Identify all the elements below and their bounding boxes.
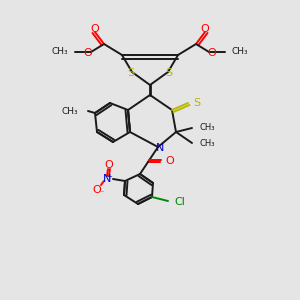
Text: O: O (84, 48, 92, 58)
Text: O: O (93, 185, 101, 195)
Text: S: S (128, 68, 135, 78)
Text: CH₃: CH₃ (232, 47, 249, 56)
Text: O: O (208, 48, 216, 58)
Text: CH₃: CH₃ (51, 47, 68, 56)
Text: S: S (165, 68, 172, 78)
Text: O: O (165, 156, 174, 166)
Text: O: O (105, 160, 113, 170)
Text: Cl: Cl (174, 197, 185, 207)
Text: N: N (156, 143, 164, 153)
Text: O: O (201, 24, 209, 34)
Text: +: + (106, 174, 112, 180)
Text: O: O (91, 24, 99, 34)
Text: N: N (103, 174, 111, 184)
Text: ⁻: ⁻ (100, 188, 104, 197)
Text: CH₃: CH₃ (61, 106, 78, 116)
Text: CH₃: CH₃ (199, 122, 214, 131)
Text: S: S (193, 98, 200, 108)
Text: CH₃: CH₃ (199, 140, 214, 148)
